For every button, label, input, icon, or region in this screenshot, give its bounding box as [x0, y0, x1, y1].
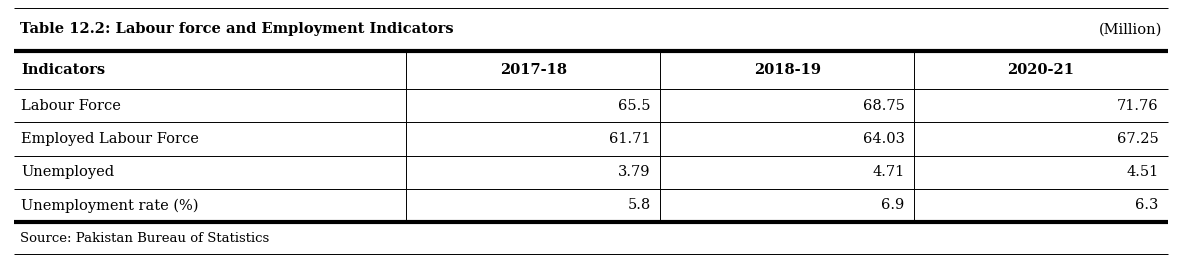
Text: 4.51: 4.51 — [1126, 165, 1158, 179]
Text: Source: Pakistan Bureau of Statistics: Source: Pakistan Bureau of Statistics — [20, 232, 269, 245]
Text: Unemployed: Unemployed — [21, 165, 115, 179]
Text: 67.25: 67.25 — [1117, 132, 1158, 146]
Text: 64.03: 64.03 — [863, 132, 904, 146]
Text: 6.9: 6.9 — [882, 199, 904, 212]
Text: 2020-21: 2020-21 — [1007, 63, 1074, 77]
Text: Employed Labour Force: Employed Labour Force — [21, 132, 199, 146]
Text: 3.79: 3.79 — [618, 165, 651, 179]
Text: (Million): (Million) — [1098, 23, 1162, 36]
Text: 68.75: 68.75 — [863, 99, 904, 113]
Text: Indicators: Indicators — [21, 63, 105, 77]
Text: 2017-18: 2017-18 — [500, 63, 567, 77]
Text: 65.5: 65.5 — [618, 99, 651, 113]
Text: Unemployment rate (%): Unemployment rate (%) — [21, 198, 199, 213]
Text: Labour Force: Labour Force — [21, 99, 121, 113]
Text: 4.71: 4.71 — [872, 165, 904, 179]
Text: 61.71: 61.71 — [609, 132, 651, 146]
Text: 5.8: 5.8 — [628, 199, 651, 212]
Text: 6.3: 6.3 — [1135, 199, 1158, 212]
Text: Table 12.2: Labour force and Employment Indicators: Table 12.2: Labour force and Employment … — [20, 23, 454, 36]
Text: 2018-19: 2018-19 — [754, 63, 820, 77]
Text: 71.76: 71.76 — [1117, 99, 1158, 113]
